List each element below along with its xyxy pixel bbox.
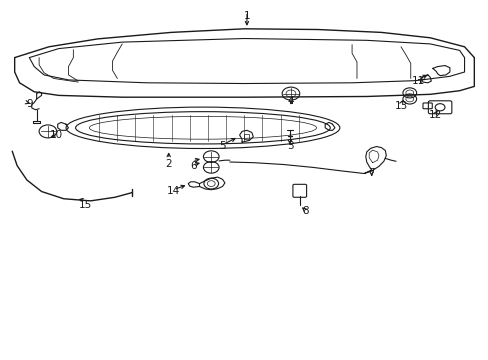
Text: 10: 10 bbox=[50, 130, 62, 140]
Text: 6: 6 bbox=[189, 161, 196, 171]
Text: 5: 5 bbox=[219, 141, 225, 151]
Text: 9: 9 bbox=[26, 99, 33, 109]
Text: 2: 2 bbox=[165, 159, 172, 169]
Text: 11: 11 bbox=[410, 76, 424, 86]
Text: 1: 1 bbox=[243, 11, 250, 21]
Text: 13: 13 bbox=[393, 101, 407, 111]
Text: 4: 4 bbox=[287, 96, 294, 106]
Text: 7: 7 bbox=[367, 168, 374, 178]
Text: 8: 8 bbox=[302, 206, 308, 216]
Text: 3: 3 bbox=[287, 141, 294, 151]
Text: 12: 12 bbox=[427, 110, 441, 120]
Text: 15: 15 bbox=[79, 200, 92, 210]
Text: 14: 14 bbox=[166, 186, 180, 196]
